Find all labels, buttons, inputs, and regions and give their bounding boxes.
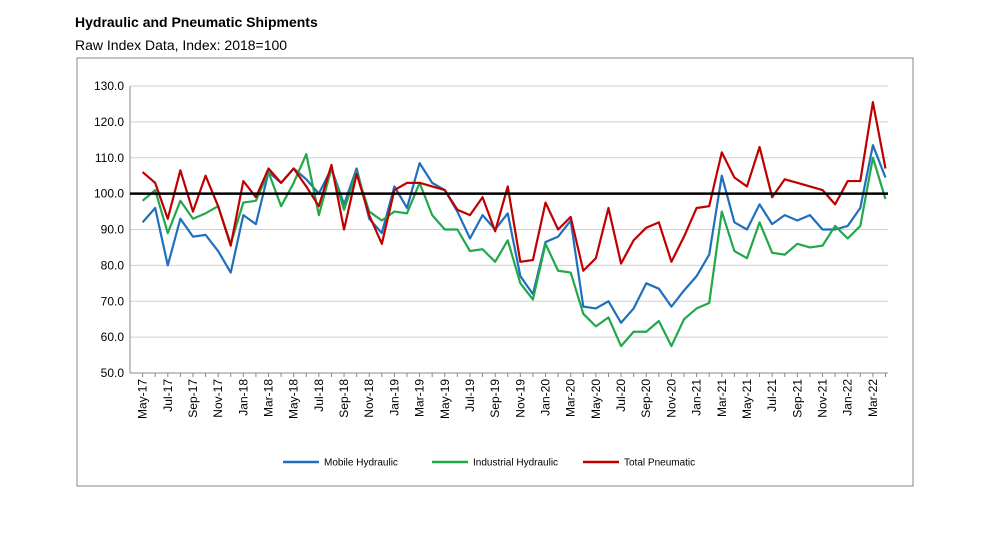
x-tick-label: Nov-20 <box>664 379 678 418</box>
x-tick-label: May-20 <box>589 379 603 419</box>
y-tick-label: 50.0 <box>101 366 125 380</box>
x-tick-label: Sep-21 <box>790 379 804 418</box>
x-tick-label: Sep-20 <box>639 379 653 418</box>
x-tick-label: Jul-17 <box>161 379 175 412</box>
y-tick-label: 120.0 <box>94 115 124 129</box>
x-tick-label: Mar-20 <box>564 379 578 417</box>
y-tick-label: 100.0 <box>94 187 124 201</box>
series-line <box>141 101 887 272</box>
chart-border <box>76 57 914 487</box>
x-tick-label: Jan-21 <box>690 379 704 416</box>
x-tick-label: Sep-19 <box>488 379 502 418</box>
x-tick-label: Nov-21 <box>816 379 830 418</box>
x-tick-label: May-18 <box>287 379 301 419</box>
y-tick-label: 60.0 <box>101 330 125 344</box>
x-tick-label: Jul-21 <box>765 379 779 412</box>
x-tick-label: Jan-18 <box>236 379 250 416</box>
x-tick-label: Sep-18 <box>337 379 351 418</box>
y-tick-label: 80.0 <box>101 258 125 272</box>
x-tick-label: Jul-20 <box>614 379 628 412</box>
y-tick-label: 130.0 <box>94 79 124 93</box>
x-tick-label: Nov-19 <box>513 379 527 418</box>
x-tick-label: Jan-20 <box>539 379 553 416</box>
series-line <box>141 153 887 348</box>
chart-title: Hydraulic and Pneumatic Shipments <box>75 14 318 30</box>
y-tick-label: 90.0 <box>101 223 125 237</box>
x-tick-label: May-19 <box>438 379 452 419</box>
x-tick-label: Mar-19 <box>413 379 427 417</box>
x-tick-label: Sep-17 <box>186 379 200 418</box>
x-tick-label: Jan-19 <box>387 379 401 416</box>
x-tick-label: May-17 <box>136 379 150 419</box>
x-tick-label: Nov-17 <box>211 379 225 418</box>
x-tick-label: Jul-18 <box>312 379 326 412</box>
y-tick-label: 110.0 <box>95 151 124 165</box>
series-line <box>141 144 887 324</box>
x-tick-label: Jan-22 <box>841 379 855 416</box>
x-tick-label: Mar-22 <box>866 379 880 417</box>
x-tick-label: Mar-18 <box>262 379 276 417</box>
x-tick-label: Nov-18 <box>362 379 376 418</box>
legend-label: Mobile Hydraulic <box>324 458 398 469</box>
legend-label: Total Pneumatic <box>624 458 695 469</box>
x-tick-label: Jul-19 <box>463 379 477 412</box>
x-tick-label: Mar-21 <box>715 379 729 417</box>
x-tick-label: May-21 <box>740 379 754 419</box>
y-tick-label: 70.0 <box>101 294 125 308</box>
chart-subtitle: Raw Index Data, Index: 2018=100 <box>75 37 287 53</box>
legend-label: Industrial Hydraulic <box>473 458 558 469</box>
